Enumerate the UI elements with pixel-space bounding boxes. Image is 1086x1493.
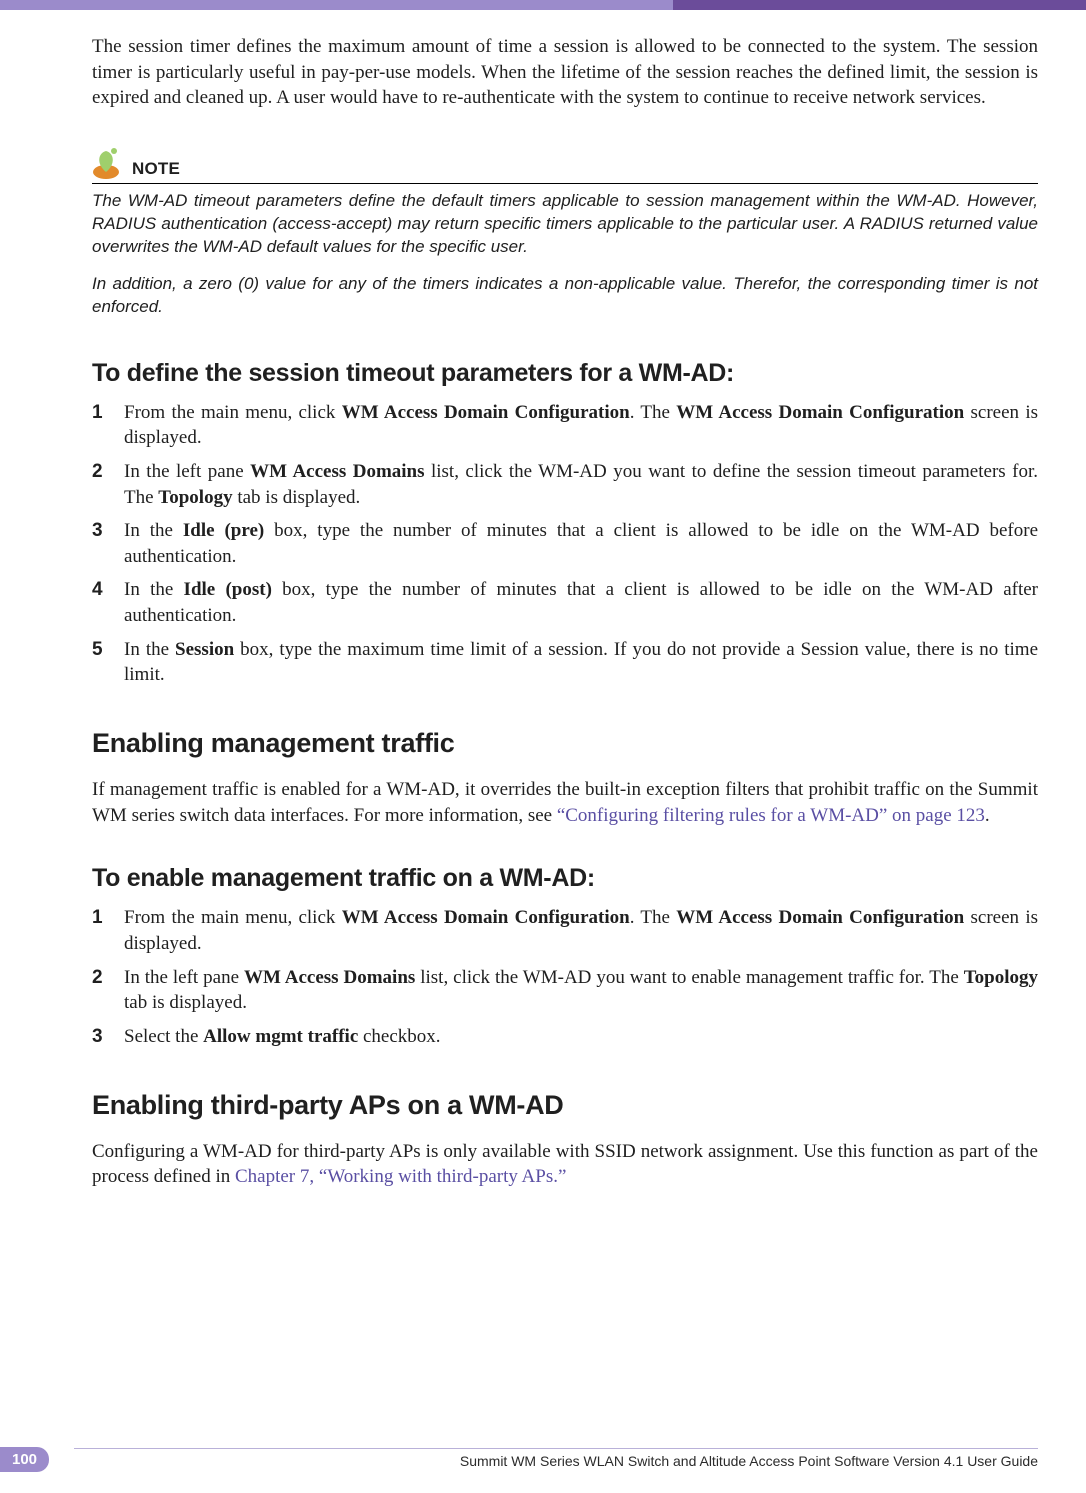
step-text: . The	[630, 907, 677, 928]
enable-mgmt-paragraph: If management traffic is enabled for a W…	[92, 777, 1038, 828]
ui-term: WM Access Domain Configuration	[342, 907, 630, 928]
header-accent-inner	[0, 0, 673, 10]
step-text: In the left pane	[124, 461, 250, 482]
note-icon	[92, 147, 126, 181]
step-text: list, click the WM-AD you want to enable…	[415, 967, 963, 988]
step-text: In the	[124, 520, 183, 541]
third-party-paragraph: Configuring a WM-AD for third-party APs …	[92, 1139, 1038, 1190]
ui-term: Session	[175, 639, 234, 660]
step-text: Select the	[124, 1026, 203, 1047]
step-text: From the main menu, click	[124, 907, 342, 928]
ui-term: Topology	[964, 967, 1038, 988]
content-area: The session timer defines the maximum am…	[92, 34, 1038, 1190]
step-item: In the Session box, type the maximum tim…	[92, 637, 1038, 688]
document-page: The session timer defines the maximum am…	[0, 0, 1086, 1493]
page-number: 100	[0, 1447, 49, 1472]
step-text: . The	[630, 402, 677, 423]
note-paragraph-2: In addition, a zero (0) value for any of…	[92, 273, 1038, 319]
ui-term: Idle (post)	[184, 579, 272, 600]
cross-reference-link[interactable]: Chapter 7, “Working with third-party APs…	[235, 1166, 566, 1187]
step-text: checkbox.	[358, 1026, 440, 1047]
intro-paragraph: The session timer defines the maximum am…	[92, 34, 1038, 111]
note-block: NOTE The WM-AD timeout parameters define…	[92, 147, 1038, 319]
ui-term: WM Access Domains	[244, 967, 415, 988]
ui-term: Idle (pre)	[183, 520, 264, 541]
header-accent-outer	[0, 0, 1086, 10]
ui-term: Topology	[158, 487, 232, 508]
step-item: In the Idle (post) box, type the number …	[92, 577, 1038, 628]
step-text: box, type the maximum time limit of a se…	[124, 639, 1038, 686]
step-item: From the main menu, click WM Access Doma…	[92, 400, 1038, 451]
step-item: In the Idle (pre) box, type the number o…	[92, 518, 1038, 569]
step-item: In the left pane WM Access Domains list,…	[92, 965, 1038, 1016]
page-footer: 100 Summit WM Series WLAN Switch and Alt…	[0, 1447, 1086, 1471]
note-header: NOTE	[92, 147, 1038, 181]
section-heading-third-party: Enabling third-party APs on a WM-AD	[92, 1090, 1038, 1121]
step-text: From the main menu, click	[124, 402, 342, 423]
note-divider	[92, 183, 1038, 184]
paragraph-text: .	[985, 805, 990, 826]
section-heading-define-timeout: To define the session timeout parameters…	[92, 359, 1038, 388]
ui-term: WM Access Domains	[250, 461, 424, 482]
ui-term: WM Access Domain Configuration	[676, 402, 964, 423]
steps-enable-mgmt: From the main menu, click WM Access Doma…	[92, 905, 1038, 1049]
step-text: In the left pane	[124, 967, 244, 988]
step-text: tab is displayed.	[233, 487, 361, 508]
section-heading-enable-mgmt: Enabling management traffic	[92, 728, 1038, 759]
footer-page-pill: 100	[0, 1447, 49, 1471]
step-text: In the	[124, 639, 175, 660]
step-item: From the main menu, click WM Access Doma…	[92, 905, 1038, 956]
cross-reference-link[interactable]: “Configuring filtering rules for a WM-AD…	[557, 805, 985, 826]
step-text: In the	[124, 579, 184, 600]
ui-term: WM Access Domain Configuration	[342, 402, 630, 423]
footer-text: Summit WM Series WLAN Switch and Altitud…	[460, 1453, 1038, 1469]
section-heading-enable-mgmt-steps: To enable management traffic on a WM-AD:	[92, 864, 1038, 893]
ui-term: WM Access Domain Configuration	[676, 907, 964, 928]
step-item: Select the Allow mgmt traffic checkbox.	[92, 1024, 1038, 1050]
steps-define-timeout: From the main menu, click WM Access Doma…	[92, 400, 1038, 688]
note-label: NOTE	[132, 159, 180, 181]
step-text: tab is displayed.	[124, 992, 247, 1013]
footer-divider	[74, 1448, 1038, 1449]
step-item: In the left pane WM Access Domains list,…	[92, 459, 1038, 510]
ui-term: Allow mgmt traffic	[203, 1026, 358, 1047]
note-paragraph-1: The WM-AD timeout parameters define the …	[92, 190, 1038, 259]
